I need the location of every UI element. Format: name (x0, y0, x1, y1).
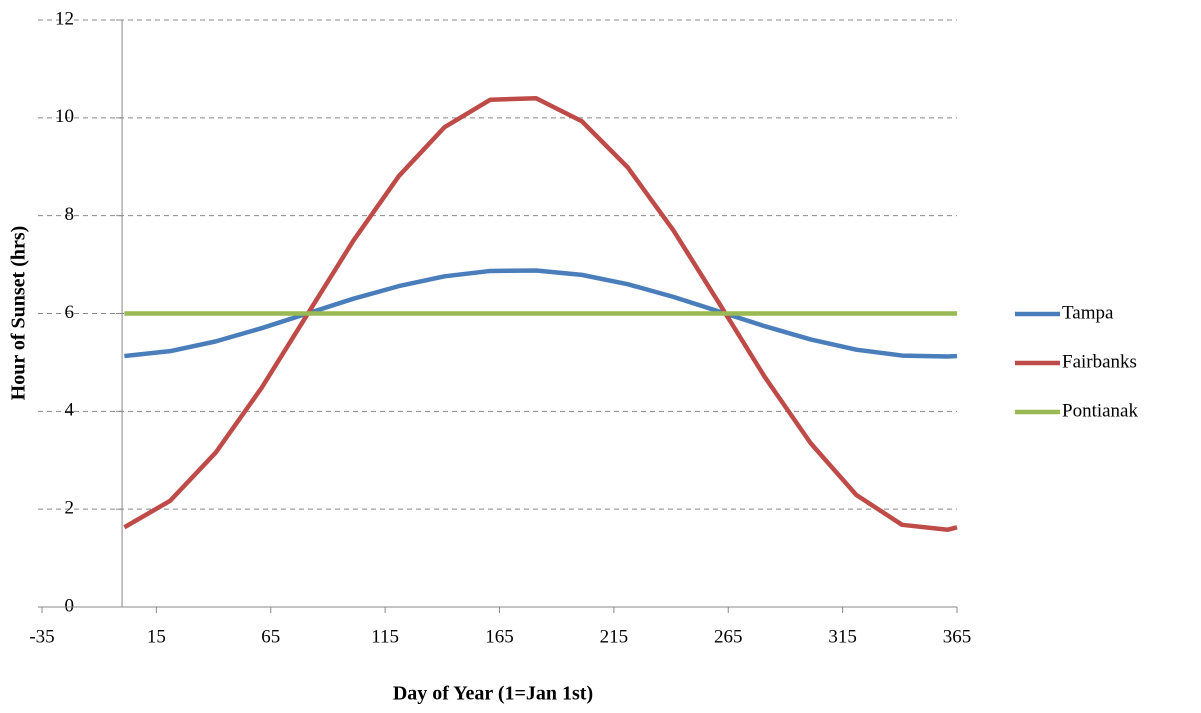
x-tick-label: 15 (147, 626, 166, 647)
legend-label: Fairbanks (1062, 351, 1137, 372)
x-tick-label: 365 (943, 626, 972, 647)
x-tick-label: 265 (714, 626, 743, 647)
y-axis-title: Hour of Sunset (hrs) (8, 226, 30, 401)
x-tick-label: 115 (371, 626, 399, 647)
y-tick-label: 6 (65, 302, 75, 323)
x-axis-title: Day of Year (1=Jan 1st) (393, 683, 593, 705)
y-tick-label: 10 (55, 106, 74, 127)
legend-label: Tampa (1062, 302, 1114, 323)
x-tick-label: 65 (261, 626, 280, 647)
x-tick-label: 315 (828, 626, 857, 647)
y-tick-label: 12 (55, 8, 74, 29)
x-tick-label: -35 (29, 626, 54, 647)
legend-label: Pontianak (1062, 400, 1138, 421)
x-tick-label: 215 (600, 626, 629, 647)
y-tick-label: 4 (65, 400, 75, 421)
series-line (124, 268, 958, 359)
y-tick-label: 0 (65, 595, 75, 616)
series-line (123, 96, 958, 532)
y-tick-label: 2 (65, 498, 75, 519)
x-tick-label: 165 (485, 626, 514, 647)
y-tick-label: 8 (65, 204, 75, 225)
